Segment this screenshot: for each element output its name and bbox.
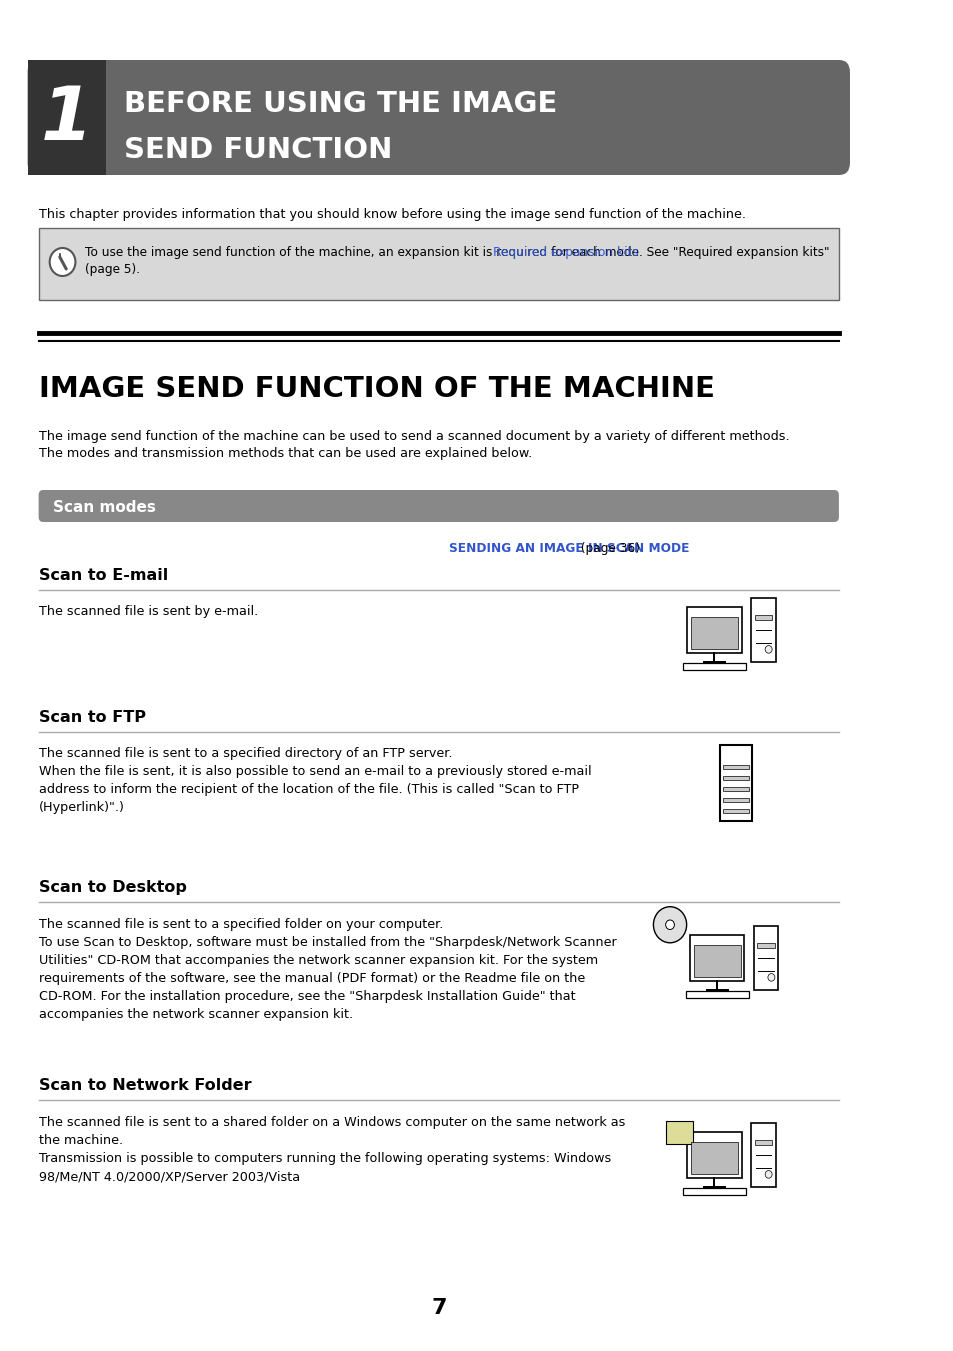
Text: SEND FUNCTION: SEND FUNCTION [124,136,392,163]
Bar [750,1123,775,1188]
Text: Scan to E-mail: Scan to E-mail [38,567,168,584]
Circle shape [653,907,686,943]
Text: SENDING AN IMAGE IN SCAN MODE: SENDING AN IMAGE IN SCAN MODE [449,542,689,555]
Bar [687,607,740,653]
Bar [682,1189,745,1194]
Text: The image send function of the machine can be used to send a scanned document by: The image send function of the machine c… [38,430,788,443]
Bar [682,663,745,670]
Bar [750,597,775,662]
Bar [690,616,738,648]
Text: Scan to Desktop: Scan to Desktop [38,880,187,894]
Text: Required expansion kits: Required expansion kits [492,246,638,259]
Bar [38,228,838,300]
Bar [665,1121,676,1125]
Text: This chapter provides information that you should know before using the image se: This chapter provides information that y… [38,208,745,222]
Text: The scanned file is sent by e-mail.: The scanned file is sent by e-mail. [38,605,257,617]
Bar [665,1121,693,1143]
Bar [687,1132,740,1178]
Text: 7: 7 [431,1298,446,1319]
Bar [721,797,748,802]
Bar [721,775,748,781]
Bar [721,786,748,792]
Bar [721,765,748,769]
Text: (page 5).: (page 5). [85,263,139,276]
Text: The modes and transmission methods that can be used are explained below.: The modes and transmission methods that … [38,447,532,459]
Bar [690,1142,738,1174]
Circle shape [50,249,75,276]
FancyBboxPatch shape [38,490,838,521]
Circle shape [764,1170,771,1178]
Text: The scanned file is sent to a specified folder on your computer.
To use Scan to : The scanned file is sent to a specified … [38,917,616,1021]
Text: 1: 1 [41,82,93,155]
Bar [28,59,106,176]
Bar [721,808,748,813]
Text: IMAGE SEND FUNCTION OF THE MACHINE: IMAGE SEND FUNCTION OF THE MACHINE [38,376,714,403]
FancyBboxPatch shape [28,59,849,176]
Text: Scan to FTP: Scan to FTP [38,711,146,725]
Circle shape [764,646,771,653]
Bar [754,615,771,620]
Circle shape [665,920,674,929]
Text: BEFORE USING THE IMAGE: BEFORE USING THE IMAGE [124,91,557,118]
Text: The scanned file is sent to a specified directory of an FTP server.
When the fil: The scanned file is sent to a specified … [38,747,591,815]
Text: Scan to Network Folder: Scan to Network Folder [38,1078,251,1093]
Bar [753,925,778,990]
Text: (page 36): (page 36) [577,542,639,555]
Bar [720,744,751,821]
Text: Scan modes: Scan modes [53,500,156,515]
Bar [754,1140,771,1146]
Bar [689,935,743,981]
Circle shape [767,974,774,981]
Text: To use the image send function of the machine, an expansion kit is required for : To use the image send function of the ma… [85,246,828,259]
Bar [757,943,774,948]
Bar [693,944,740,977]
Bar [685,992,748,998]
Text: The scanned file is sent to a shared folder on a Windows computer on the same ne: The scanned file is sent to a shared fol… [38,1116,624,1183]
